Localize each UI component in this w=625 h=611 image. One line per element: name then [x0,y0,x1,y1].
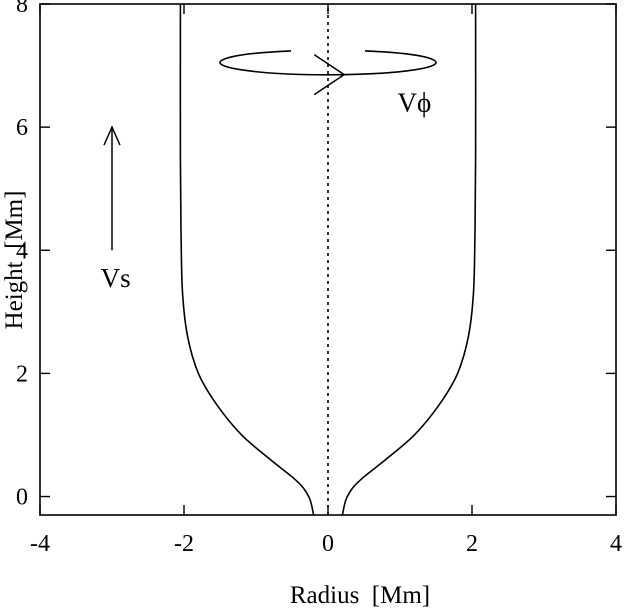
x-tick-label: -4 [30,531,50,557]
y-tick-label: 6 [16,115,28,141]
x-tick-label: 2 [466,531,478,557]
y-tick-label: 2 [16,361,28,387]
y-axis-title: Height [Mm] [1,191,28,330]
x-tick-label: 4 [610,531,622,557]
y-tick-label: 8 [16,0,28,18]
vphi-rotation-ellipse [219,50,437,76]
y-tick-label: 0 [16,485,28,511]
vs-arrowhead [103,125,121,146]
y-tick-label: 4 [16,238,28,264]
tube-boundary-left [179,3,315,516]
tube-boundary-right [341,3,477,516]
vphi-arrowhead [313,53,346,96]
x-tick-label: -2 [174,531,194,557]
x-axis-title: Radius [Mm] [290,582,430,609]
vs-label: Vs [101,263,131,293]
x-tick-label: 0 [322,531,334,557]
vphi-label: Vϕ [398,88,432,118]
